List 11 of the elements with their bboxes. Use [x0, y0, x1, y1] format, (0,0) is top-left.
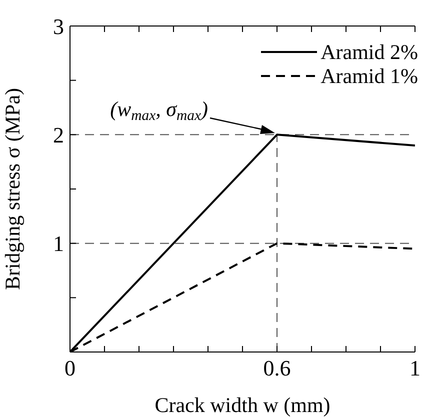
- legend-label: Aramid 2%: [320, 40, 418, 64]
- y-tick-label: 3: [53, 14, 64, 39]
- annotation: (w$_{max}$, σ$_{max}$): [110, 97, 208, 124]
- legend-label: Aramid 1%: [320, 64, 418, 88]
- y-tick-label: 2: [53, 122, 64, 148]
- y-axis-title: Bridging stress σ (MPa): [0, 88, 24, 290]
- x-axis-title: Crack width w (mm): [154, 393, 330, 417]
- x-tick-label: 0: [64, 356, 76, 381]
- y-tick-label: 1: [53, 231, 64, 256]
- x-tick-label: 1: [410, 356, 420, 381]
- x-tick-label: 0.6: [263, 356, 291, 381]
